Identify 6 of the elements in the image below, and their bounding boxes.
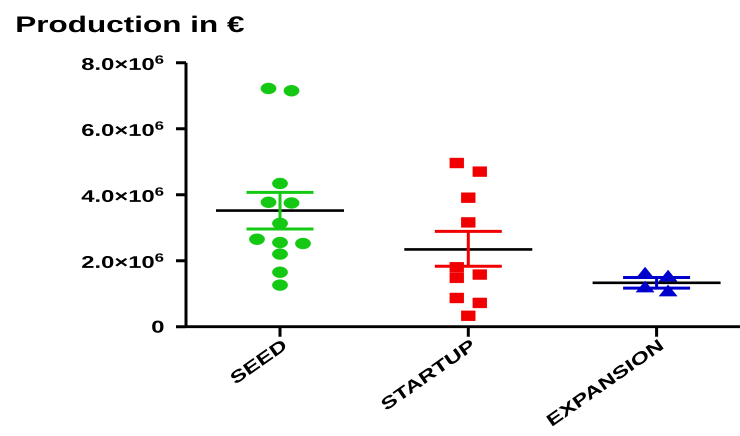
y-tick-label: 0 <box>152 320 164 333</box>
y-tick-label: 8.0×10$^{6}$ <box>82 55 164 70</box>
y-tick-label: 4.0×10$^{6}$ <box>82 187 164 202</box>
chart-title: Production in € <box>17 16 244 32</box>
y-tick-label: 6.0×10$^{6}$ <box>82 121 164 136</box>
y-tick-label: 2.0×10$^{6}$ <box>82 253 164 268</box>
